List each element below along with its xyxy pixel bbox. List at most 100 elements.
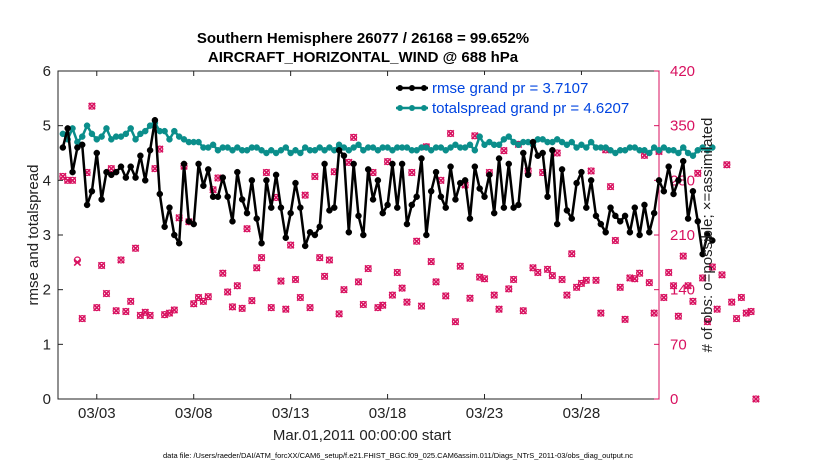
obs-possible-point	[233, 282, 241, 290]
totalspread-point	[166, 136, 173, 143]
rmse-point	[495, 155, 503, 162]
obs-assimilated-point	[335, 310, 343, 318]
legend-box	[391, 75, 645, 119]
totalspread-point	[103, 125, 110, 132]
rmse-point	[442, 204, 449, 211]
totalspread-point	[563, 141, 571, 149]
obs-assimilated-point	[723, 160, 731, 169]
obs-assimilated-point	[747, 307, 755, 316]
obs-assimilated-point	[141, 308, 150, 317]
obs-possible-point	[257, 254, 266, 262]
totalspread-point	[505, 133, 512, 140]
totalspread-point	[539, 136, 546, 143]
obs-assimilated-point	[451, 317, 460, 326]
obs-possible-point	[194, 293, 203, 302]
rmse-point	[326, 207, 333, 214]
obs-possible-point	[369, 168, 377, 177]
rmse-point	[423, 231, 430, 239]
chart-title-line-1: Southern Hemisphere 26077 / 26168 = 99.6…	[197, 30, 529, 47]
obs-assimilated-point	[252, 264, 261, 272]
totalspread-point	[471, 147, 479, 154]
obs-assimilated-point	[262, 168, 271, 177]
rmse-point	[553, 220, 561, 228]
rmse-point	[587, 177, 595, 184]
rmse-point	[466, 215, 474, 222]
obs-assimilated-point	[349, 133, 358, 142]
rmse-point	[583, 204, 590, 211]
rmse-point	[171, 231, 178, 239]
obs-assimilated-point	[340, 285, 348, 294]
totalspread-point	[679, 144, 687, 151]
obs-assimilated-point	[257, 253, 266, 262]
rmse-point	[166, 204, 173, 211]
rmse-point	[335, 147, 343, 154]
rmse-point	[263, 177, 270, 184]
obs-assimilated-point	[684, 281, 692, 290]
obs-assimilated-point	[621, 315, 629, 324]
totalspread-point	[655, 147, 663, 154]
rmse-point	[340, 152, 348, 159]
y-tick-label: 4	[43, 172, 51, 189]
obs-assimilated-point	[504, 285, 513, 293]
rmse-point	[108, 171, 115, 179]
obs-possible-point	[427, 257, 435, 266]
obs-possible-point	[88, 102, 96, 110]
obs-possible-point	[699, 274, 707, 282]
obs-assimilated-point	[611, 236, 620, 245]
obs-possible-point	[684, 282, 692, 290]
obs-assimilated-point	[669, 281, 678, 290]
rmse-point	[408, 201, 416, 209]
totalspread-point	[641, 147, 648, 154]
obs-possible-point	[325, 256, 334, 264]
obs-assimilated-point	[446, 129, 455, 138]
obs-assimilated-point	[238, 304, 246, 313]
obs-assimilated-point	[170, 306, 179, 314]
obs-assimilated-point	[359, 300, 368, 309]
rmse-point	[490, 209, 498, 217]
rmse-point	[74, 144, 81, 151]
obs-possible-point	[519, 307, 527, 315]
obs-possible-point	[563, 291, 571, 299]
obs-possible-point	[340, 286, 348, 294]
obs-assimilated-point	[102, 289, 111, 298]
obs-possible-point	[408, 168, 416, 177]
obs-possible-point	[253, 264, 261, 272]
rmse-point	[670, 190, 677, 198]
rmse-point	[360, 231, 367, 239]
obs-assimilated-point	[543, 265, 552, 274]
totalspread-point	[602, 144, 609, 151]
totalspread-point	[583, 144, 590, 151]
plot-area	[57, 70, 660, 400]
obs-possible-point	[93, 304, 101, 312]
obs-possible-point	[592, 276, 600, 284]
totalspread-point	[709, 144, 716, 151]
totalspread-point	[224, 144, 231, 151]
rmse-point	[510, 204, 517, 211]
rmse-point	[185, 218, 193, 225]
obs-possible-point	[587, 167, 595, 175]
obs-possible-point	[204, 293, 212, 301]
x-tick-label: 03/28	[563, 405, 601, 422]
x-axis-label: Mar.01,2011 00:00:00 start	[273, 427, 452, 444]
totalspread-point	[321, 147, 328, 154]
obs-possible-point	[451, 318, 460, 326]
rmse-point	[122, 174, 130, 181]
obs-assimilated-point	[645, 278, 654, 287]
obs-possible-point	[122, 307, 130, 316]
obs-possible-point	[446, 129, 455, 138]
rmse-point	[486, 171, 493, 179]
obs-possible-point	[558, 275, 566, 284]
totalspread-point	[205, 144, 212, 151]
obs-assimilated-point	[291, 275, 300, 284]
rmse-point	[219, 174, 227, 181]
rmse-point	[345, 229, 353, 236]
obs-possible-point	[737, 293, 745, 302]
obs-possible-point	[413, 237, 421, 245]
rmse-point	[394, 204, 401, 211]
obs-assimilated-point	[311, 172, 319, 181]
rmse-point	[592, 212, 600, 220]
obs-assimilated-point	[708, 263, 717, 271]
totalspread-point	[297, 149, 304, 157]
rmse-point	[679, 157, 687, 165]
rmse-point	[471, 163, 479, 170]
